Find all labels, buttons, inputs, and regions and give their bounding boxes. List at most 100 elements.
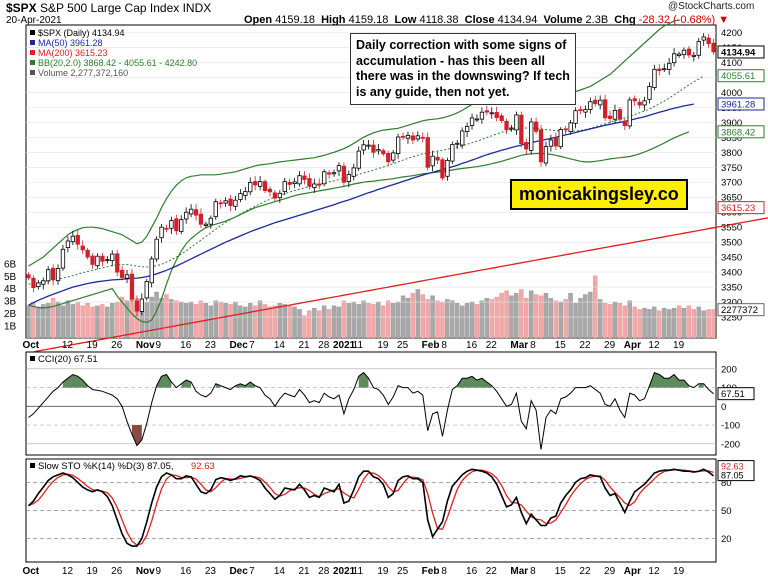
volume-bar bbox=[277, 303, 283, 339]
volume-bar bbox=[637, 309, 642, 339]
volume-bar bbox=[597, 299, 603, 339]
volume-bar bbox=[711, 309, 716, 339]
annotation-box: Daily correction with some signs of accu… bbox=[350, 33, 576, 105]
volume-bar bbox=[198, 300, 204, 339]
candle-body bbox=[676, 53, 682, 56]
volume-bar bbox=[514, 293, 519, 339]
volume-bar bbox=[440, 301, 445, 339]
volume-bar bbox=[60, 305, 66, 339]
sto-axis-label: 80 bbox=[721, 478, 732, 489]
volume-bar bbox=[573, 303, 578, 339]
date-axis-label: Apr bbox=[624, 566, 641, 577]
legend-bb: BB(20,2.0) 3868.42 - 4055.61 - 4242.80 bbox=[38, 58, 197, 68]
chart-date: 20-Apr-2021 bbox=[6, 15, 62, 26]
candle-body bbox=[548, 139, 554, 147]
candle-body bbox=[415, 135, 421, 140]
candle-body bbox=[144, 280, 149, 299]
candle-body bbox=[400, 135, 406, 138]
cci-overbought-fill bbox=[698, 383, 704, 388]
candle-body bbox=[381, 150, 386, 155]
candle-body bbox=[41, 280, 46, 285]
site-label: monicakingsley.co bbox=[510, 179, 688, 210]
candle-body bbox=[115, 253, 120, 273]
date-axis-label: Mar bbox=[510, 566, 528, 577]
candle-body bbox=[174, 218, 179, 232]
volume-bar bbox=[657, 310, 662, 339]
price-axis-label: 3400 bbox=[721, 268, 742, 279]
volume-bar bbox=[410, 293, 416, 339]
candle-body bbox=[711, 42, 716, 53]
volume-bar bbox=[681, 307, 687, 339]
date-axis-label: 25 bbox=[397, 566, 409, 577]
candle-body bbox=[267, 188, 273, 193]
candle-body bbox=[450, 144, 455, 162]
volume-bar bbox=[671, 307, 677, 339]
candle-body bbox=[662, 68, 667, 71]
cci-panel-frame bbox=[25, 351, 717, 456]
volume-bar bbox=[228, 304, 233, 339]
volume-bar bbox=[257, 300, 263, 339]
candle-body bbox=[326, 172, 332, 175]
volume-bar bbox=[464, 303, 470, 339]
candle-body bbox=[134, 300, 140, 312]
cci-axis-label: -200 bbox=[721, 439, 740, 450]
legend-sto-d: 92.63 bbox=[191, 461, 215, 472]
candle-body bbox=[193, 209, 199, 216]
volume-bar bbox=[119, 296, 125, 339]
change-value: -28.32 (-0.68%) bbox=[638, 14, 716, 26]
volume-bar bbox=[272, 305, 278, 339]
legend-swatch bbox=[30, 40, 35, 45]
candle-body bbox=[386, 152, 391, 163]
date-axis-label: 19 bbox=[673, 566, 685, 577]
candle-body bbox=[672, 53, 677, 64]
candle-body bbox=[341, 165, 347, 183]
volume-bar bbox=[312, 307, 317, 339]
volume-bar bbox=[627, 300, 632, 339]
candle-body bbox=[188, 208, 194, 215]
date-axis-label: 8 bbox=[441, 566, 447, 577]
candle-body bbox=[509, 127, 514, 130]
cci-axis-tag bbox=[717, 387, 755, 401]
price-axis-label: 3300 bbox=[721, 298, 742, 309]
candle-body bbox=[706, 37, 711, 44]
date-axis-label: 29 bbox=[604, 566, 616, 577]
candle-body bbox=[179, 219, 184, 232]
volume-bar bbox=[405, 298, 411, 339]
volume-value: 2.3B bbox=[585, 14, 609, 26]
candle-body bbox=[538, 129, 544, 163]
candle-body bbox=[558, 129, 563, 148]
legend-swatch bbox=[30, 30, 35, 35]
candle-body bbox=[440, 159, 445, 179]
price-axis-tag bbox=[717, 45, 765, 59]
candle-body bbox=[46, 269, 51, 282]
candle-body bbox=[272, 192, 278, 199]
volume-bar bbox=[390, 303, 396, 339]
candle-body bbox=[642, 100, 647, 106]
ohlc-summary: Open 4159.18 High 4159.18 Low 4118.38 Cl… bbox=[244, 14, 730, 26]
price-axis-tag-label: 3868.42 bbox=[721, 127, 755, 138]
candle-body bbox=[36, 282, 41, 287]
candle-body bbox=[80, 245, 85, 251]
volume-bar bbox=[302, 315, 307, 339]
chart-symbol-header: $SPX S&P 500 Large Cap Index INDX bbox=[6, 1, 211, 15]
volume-bar bbox=[484, 298, 490, 339]
candle-body bbox=[51, 267, 56, 280]
candle-body bbox=[563, 128, 568, 131]
price-axis-label: 3500 bbox=[721, 238, 742, 249]
date-axis-label: Dec bbox=[229, 340, 248, 351]
volume-axis-label: 3B bbox=[4, 297, 17, 308]
volume-axis-tag bbox=[717, 303, 765, 317]
candle-body bbox=[262, 181, 268, 192]
date-axis-label: 9 bbox=[156, 566, 162, 577]
date-axis-label: Nov bbox=[136, 340, 155, 351]
candle-body bbox=[598, 99, 603, 106]
candle-body bbox=[657, 68, 662, 72]
candle-body bbox=[60, 248, 66, 269]
legend-ma200: MA(200) 3615.23 bbox=[38, 48, 108, 58]
volume-bar bbox=[110, 303, 115, 339]
volume-bar bbox=[351, 301, 356, 339]
candle-body bbox=[543, 146, 549, 164]
date-axis-label: 16 bbox=[180, 566, 192, 577]
volume-bar bbox=[356, 304, 361, 339]
volume-bar bbox=[588, 291, 593, 339]
